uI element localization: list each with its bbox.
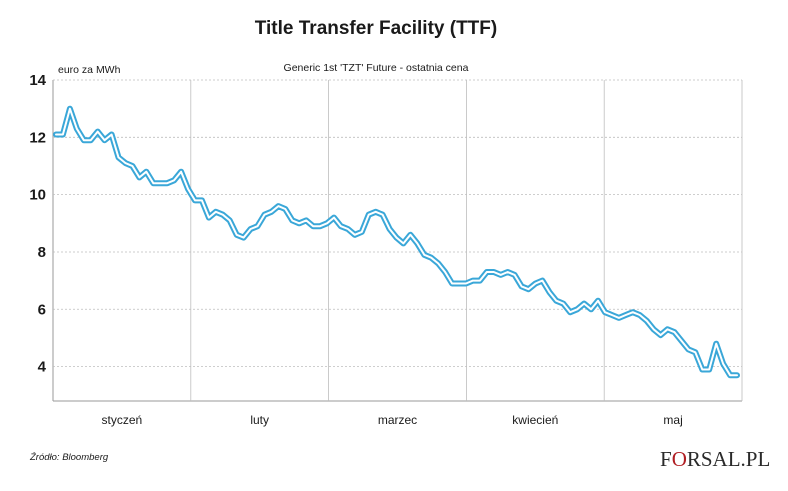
chart-title: Title Transfer Facility (TTF)	[255, 18, 497, 39]
x-tick-label: styczeń	[102, 413, 143, 427]
series-lines	[53, 105, 740, 379]
y-tick-label: 8	[38, 244, 46, 261]
y-tick-label: 10	[29, 187, 46, 204]
logo-part-2: O	[672, 447, 687, 471]
logo-part-3: RSAL.PL	[687, 447, 770, 471]
x-tick-label: kwiecień	[512, 413, 558, 427]
y-axis-ticks: 4 6 8 10 12 14	[29, 72, 46, 376]
chart-subtitle: Generic 1st 'TZT' Future - ostatnia cena	[284, 62, 469, 74]
y-axis-unit: euro za MWh	[58, 64, 121, 76]
x-tick-label: maj	[663, 413, 682, 427]
x-tick-label: marzec	[378, 413, 417, 427]
series-line-outer	[53, 105, 740, 379]
svg-text:FORSAL.PL: FORSAL.PL	[660, 447, 770, 471]
series-line-inner	[55, 107, 738, 377]
logo-part-1: F	[660, 447, 672, 471]
x-tick-label: luty	[250, 413, 269, 427]
y-tick-label: 6	[38, 301, 46, 318]
forsal-logo: FORSAL.PL	[660, 447, 770, 471]
y-tick-label: 12	[29, 129, 46, 146]
y-tick-label: 14	[29, 72, 46, 89]
source-note: Źródło: Bloomberg	[29, 452, 109, 463]
grid	[52, 79, 743, 402]
y-tick-label: 4	[38, 359, 47, 376]
x-axis-ticks: styczeń luty marzec kwiecień maj	[102, 413, 683, 427]
